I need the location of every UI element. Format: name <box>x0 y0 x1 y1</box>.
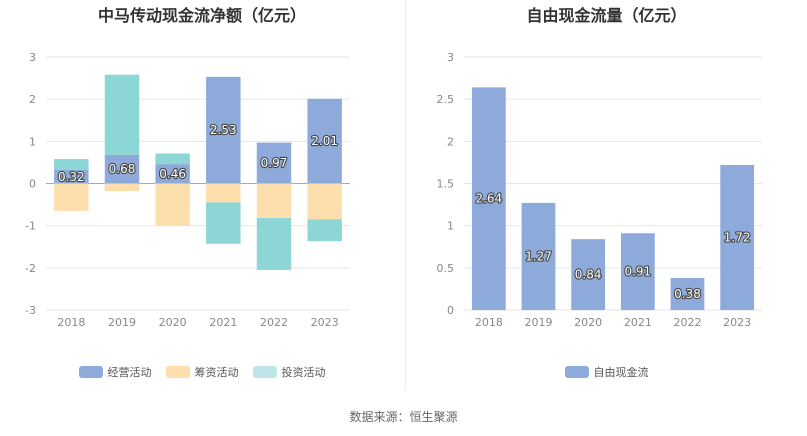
bar <box>206 183 241 203</box>
bar <box>206 76 241 184</box>
y-tick-label: 0 <box>29 178 36 191</box>
bar <box>256 218 292 270</box>
free-cash-flow-plot: 3 2.5 2 1.5 1 0.5 0 2.64 2018 1.27 2019 0.84 2020 0.9… <box>437 51 762 329</box>
data-label: 0.97 <box>261 156 288 170</box>
free-cash-flow-chart: 自由现金流量（亿元） 3 2.5 2 1.5 1 0.5 0 2.64 2018 1.27 2019… <box>406 0 807 390</box>
data-label: 0.46 <box>159 167 186 181</box>
bar <box>521 202 556 310</box>
x-tick-label: 2018 <box>475 316 503 329</box>
legend-swatch <box>252 366 277 378</box>
data-label: 0.38 <box>674 287 701 301</box>
x-tick-label: 2019 <box>108 316 136 329</box>
legend: 自由现金流 <box>406 364 807 380</box>
legend-label: 投资活动 <box>281 366 326 379</box>
bar <box>54 159 89 171</box>
bar <box>155 153 190 165</box>
data-label: 0.32 <box>58 170 85 184</box>
x-tick-label: 2018 <box>57 316 85 329</box>
data-label: 2.01 <box>311 134 338 148</box>
x-tick-label: 2022 <box>674 316 702 329</box>
x-tick-label: 2020 <box>574 316 602 329</box>
net-cash-flow-plot: 3 2 1 0 -1 -2 -3 0.32 2018 0.68 2019 0.46 2020 2.53 20… <box>25 51 350 329</box>
legend-label: 筹资活动 <box>194 366 239 379</box>
y-tick-label: 2.5 <box>437 93 455 106</box>
legend-label: 经营活动 <box>107 366 152 379</box>
bar <box>104 74 140 155</box>
net-cash-flow-chart: 中马传动现金流净额（亿元） 3 2 1 0 -1 -2 -3 0.32 2018 0.68 2019… <box>0 0 404 390</box>
x-tick-label: 2019 <box>525 316 553 329</box>
x-tick-label: 2023 <box>723 316 751 329</box>
data-label: 0.84 <box>575 268 602 282</box>
chart-title: 中马传动现金流净额（亿元） <box>97 6 306 25</box>
data-label: 1.72 <box>724 230 751 244</box>
y-tick-label: 2 <box>447 135 454 148</box>
bar <box>620 233 655 310</box>
bar <box>104 154 140 184</box>
y-tick-label: -3 <box>25 304 36 317</box>
x-tick-label: 2022 <box>260 316 288 329</box>
legend-swatch <box>564 366 589 378</box>
data-label: 2.53 <box>210 123 237 137</box>
legend-swatch <box>78 366 103 378</box>
legend-item-financing[interactable]: 筹资活动 <box>165 364 239 380</box>
y-tick-label: -2 <box>25 262 36 275</box>
bar <box>256 142 292 184</box>
data-label: 0.91 <box>624 265 651 279</box>
bar <box>104 183 140 192</box>
legend-label: 自由现金流 <box>593 366 649 379</box>
x-tick-label: 2021 <box>624 316 652 329</box>
bar <box>54 170 89 184</box>
y-tick-label: 3 <box>447 51 454 64</box>
panel-divider <box>405 0 406 390</box>
bar <box>571 239 606 310</box>
data-label: 1.27 <box>525 249 552 263</box>
x-tick-label: 2020 <box>159 316 187 329</box>
y-tick-label: 0 <box>447 304 454 317</box>
legend-item-free-cash-flow[interactable]: 自由现金流 <box>564 364 649 380</box>
y-tick-label: 1 <box>447 220 454 233</box>
bar <box>670 277 705 310</box>
bar <box>256 183 292 219</box>
bar <box>307 183 342 220</box>
bar <box>155 164 190 184</box>
chart-title: 自由现金流量（亿元） <box>526 6 687 25</box>
legend-item-operating[interactable]: 经营活动 <box>78 364 152 380</box>
bar <box>471 87 506 310</box>
bar <box>307 98 342 184</box>
bar <box>155 183 190 226</box>
y-tick-label: 1 <box>29 135 36 148</box>
bar <box>720 164 755 310</box>
data-source-note: 数据来源：恒生聚源 <box>349 410 458 424</box>
y-tick-label: 0.5 <box>437 262 455 275</box>
x-tick-label: 2021 <box>209 316 237 329</box>
y-tick-label: -1 <box>25 220 36 233</box>
legend-swatch <box>165 366 190 378</box>
legend-item-investing[interactable]: 投资活动 <box>252 364 326 380</box>
legend: 经营活动 筹资活动 投资活动 <box>0 364 404 380</box>
bar <box>206 202 241 244</box>
data-label: 2.64 <box>475 192 502 206</box>
bar <box>307 219 342 242</box>
data-label: 0.68 <box>109 162 136 176</box>
bar <box>54 183 89 211</box>
y-tick-label: 1.5 <box>437 178 455 191</box>
y-tick-label: 3 <box>29 51 36 64</box>
y-tick-label: 2 <box>29 93 36 106</box>
x-tick-label: 2023 <box>311 316 339 329</box>
